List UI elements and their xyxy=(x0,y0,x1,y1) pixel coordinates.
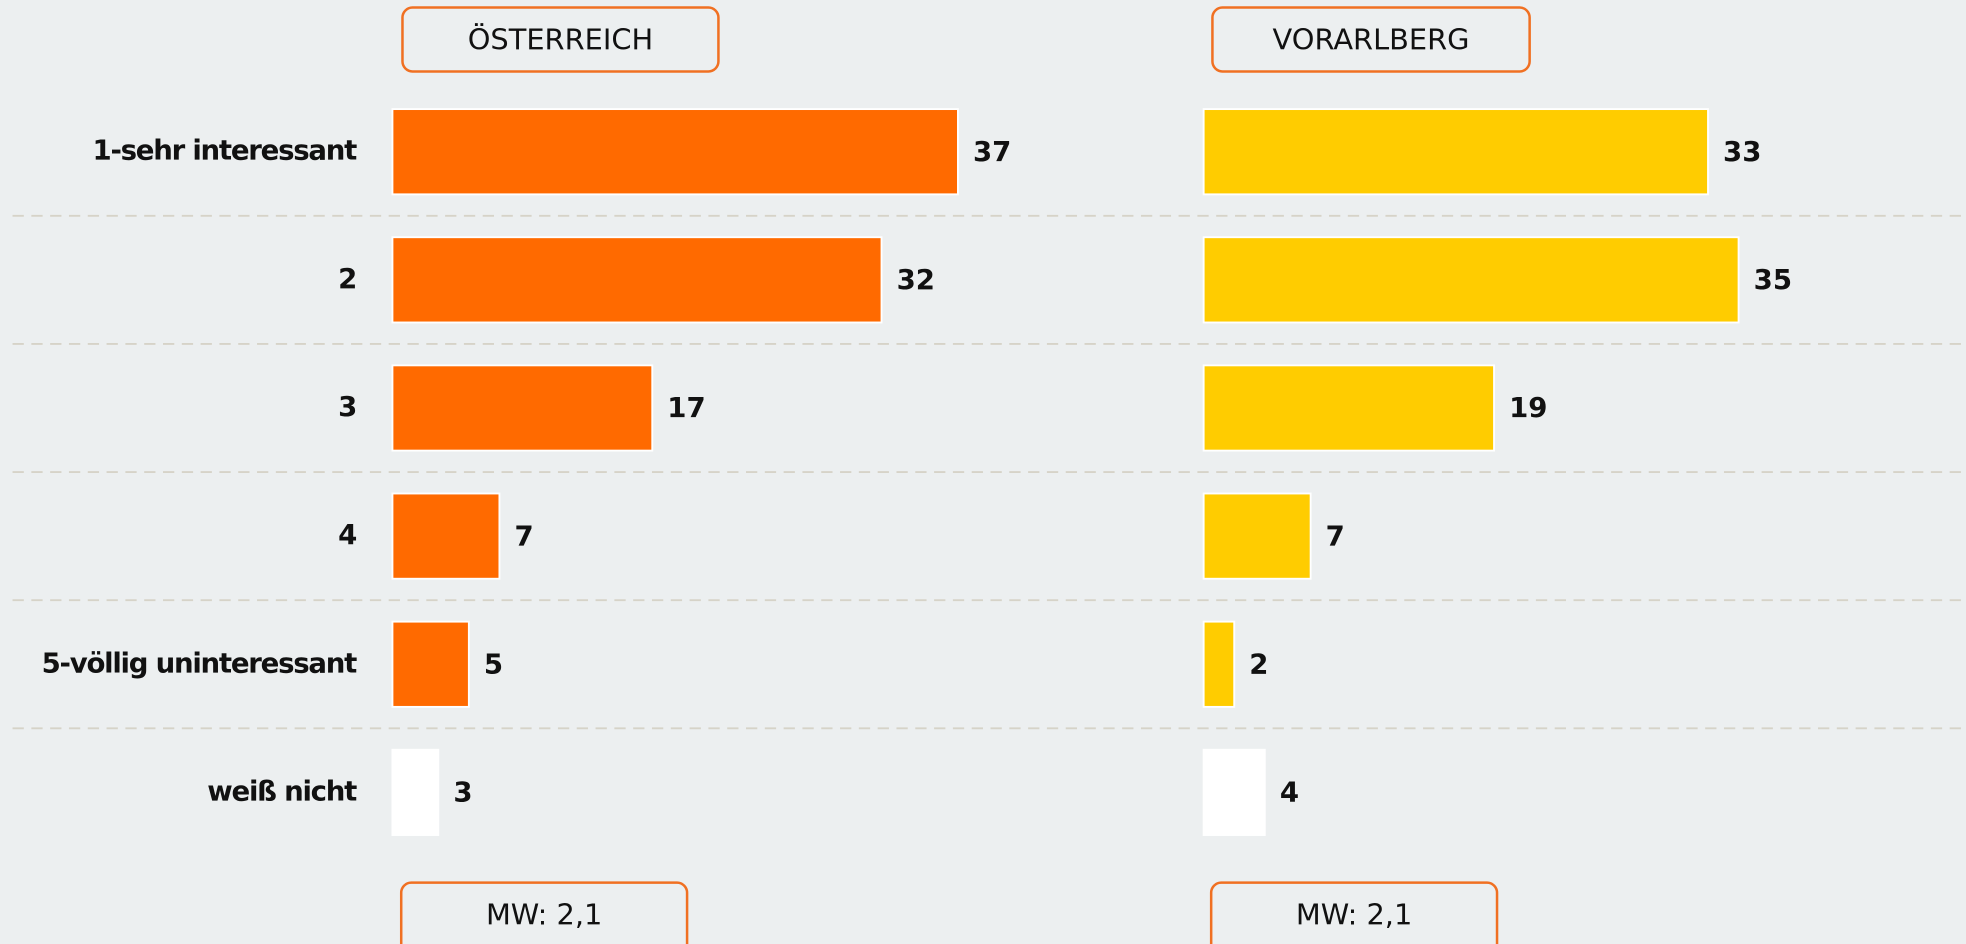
footer-box xyxy=(399,881,689,944)
bar xyxy=(1202,620,1236,708)
value-label: 5 xyxy=(484,648,503,681)
bar xyxy=(1202,492,1312,580)
value-label: 33 xyxy=(1723,135,1761,168)
value-label: 2 xyxy=(1249,648,1268,681)
chart-title: VORARLBERG xyxy=(1273,22,1470,56)
bar xyxy=(1202,236,1740,324)
bar xyxy=(1202,108,1709,196)
title-box xyxy=(1211,6,1531,73)
footer-box xyxy=(1209,881,1499,944)
value-label: 3 xyxy=(453,776,472,809)
bar xyxy=(391,236,883,324)
value-label: 7 xyxy=(514,519,533,552)
category-label: 2 xyxy=(338,262,356,295)
chart-title: ÖSTERREICH xyxy=(468,22,653,56)
value-label: 37 xyxy=(973,135,1011,168)
bar xyxy=(391,748,440,836)
category-label: 3 xyxy=(338,390,356,423)
category-label: 1-sehr interessant xyxy=(93,134,358,167)
value-label: 4 xyxy=(1280,776,1299,809)
chart-area: 1-sehr interessant 2 3 4 5-völlig uninteress… xyxy=(12,6,1966,944)
category-label: 4 xyxy=(338,518,356,551)
value-label: 17 xyxy=(667,391,705,424)
title-box xyxy=(401,6,720,73)
bar xyxy=(391,364,654,452)
bar xyxy=(1202,364,1495,452)
category-label: 5-völlig uninteressant xyxy=(42,646,358,679)
value-label: 7 xyxy=(1326,519,1345,552)
value-label: 35 xyxy=(1754,263,1792,296)
value-label: 19 xyxy=(1509,391,1547,424)
bar xyxy=(391,108,959,196)
bar xyxy=(1202,748,1266,836)
footer: MW: 2,1 xyxy=(486,898,602,932)
bar xyxy=(391,620,470,708)
footer: MW: 2,1 xyxy=(1296,898,1412,932)
category-label: weiß nicht xyxy=(207,774,357,807)
value-label: 32 xyxy=(897,263,935,296)
bar xyxy=(391,492,501,580)
